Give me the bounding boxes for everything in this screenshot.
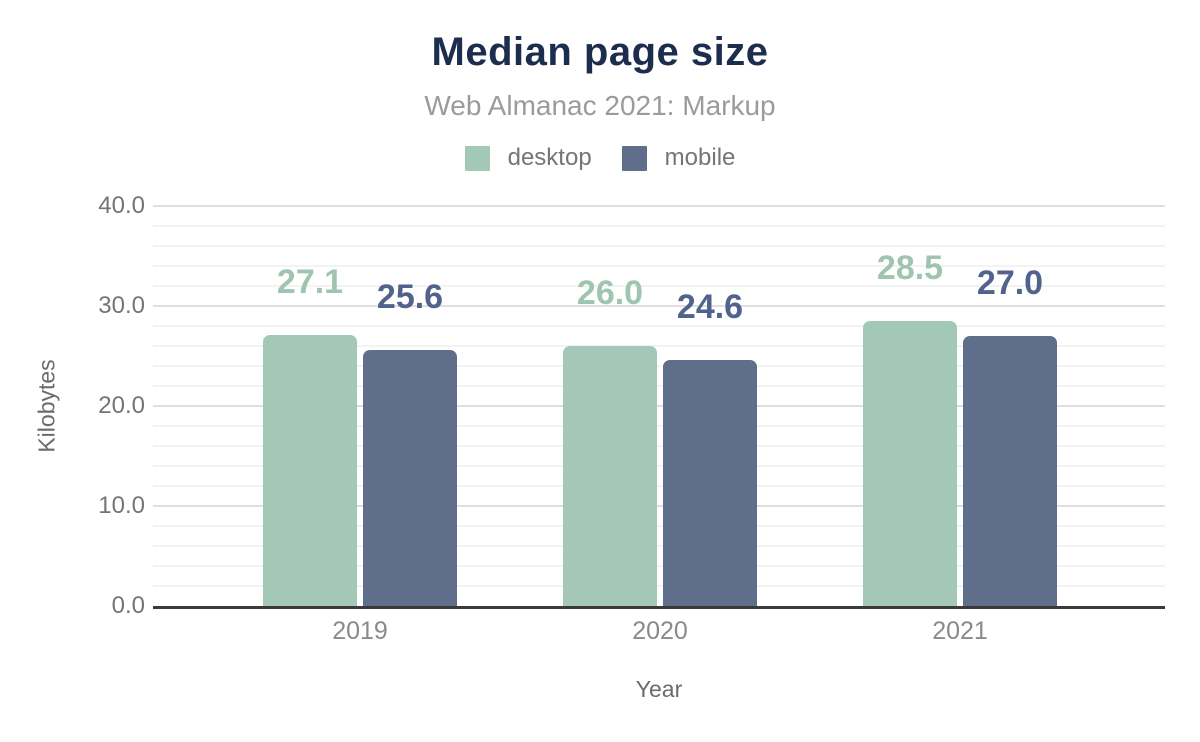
legend-item-desktop[interactable]: desktop (464, 144, 592, 172)
bar-value-label-mobile-2020: 24.6 (676, 288, 744, 326)
bar-value-label-mobile-2021: 27.0 (976, 264, 1044, 302)
bar-value-label-desktop-2019: 27.1 (276, 263, 344, 301)
y-tick-label: 40.0 (98, 192, 145, 219)
minor-gridline (153, 365, 1165, 367)
minor-gridline (153, 585, 1165, 587)
minor-gridline (153, 225, 1165, 227)
bar-desktop-2020[interactable] (563, 346, 657, 606)
y-tick-label: 0.0 (111, 592, 145, 619)
minor-gridline (153, 325, 1165, 327)
major-gridline (153, 405, 1165, 407)
minor-gridline (153, 525, 1165, 527)
minor-gridline (153, 285, 1165, 287)
minor-gridline (153, 425, 1165, 427)
y-tick-label: 30.0 (98, 292, 145, 319)
minor-gridline (153, 485, 1165, 487)
bar-mobile-2019[interactable] (363, 350, 457, 606)
legend-item-mobile[interactable]: mobile (621, 144, 736, 172)
major-gridline (153, 305, 1165, 307)
x-tick-label-2020: 2020 (632, 617, 688, 645)
bar-mobile-2020[interactable] (663, 360, 757, 606)
major-gridline (153, 505, 1165, 507)
minor-gridline (153, 245, 1165, 247)
minor-gridline (153, 265, 1165, 267)
minor-gridline (153, 545, 1165, 547)
legend-swatch-desktop (464, 145, 490, 171)
major-gridline (153, 205, 1165, 207)
bar-desktop-2019[interactable] (263, 335, 357, 606)
minor-gridline (153, 345, 1165, 347)
minor-gridline (153, 465, 1165, 467)
chart-title: Median page size (431, 30, 769, 74)
bar-desktop-2021[interactable] (863, 321, 957, 606)
x-tick-label-2021: 2021 (932, 617, 988, 645)
x-axis-title: Year (635, 676, 683, 702)
bar-value-label-desktop-2020: 26.0 (576, 274, 644, 312)
x-tick-label-2019: 2019 (332, 617, 388, 645)
legend: desktop mobile (0, 144, 1200, 172)
minor-gridline (153, 385, 1165, 387)
bar-value-label-mobile-2019: 25.6 (376, 278, 444, 316)
legend-swatch-mobile (621, 145, 647, 171)
y-axis-title: Kilobytes (33, 359, 60, 453)
bar-value-label-desktop-2021: 28.5 (876, 249, 944, 287)
y-tick-label: 10.0 (98, 492, 145, 519)
chart-subtitle: Web Almanac 2021: Markup (424, 90, 776, 121)
minor-gridline (153, 445, 1165, 447)
y-tick-label: 20.0 (98, 392, 145, 419)
legend-label-mobile: mobile (664, 144, 736, 171)
minor-gridline (153, 565, 1165, 567)
bar-mobile-2021[interactable] (963, 336, 1057, 606)
legend-label-desktop: desktop (507, 144, 592, 171)
x-axis-line (153, 606, 1165, 609)
